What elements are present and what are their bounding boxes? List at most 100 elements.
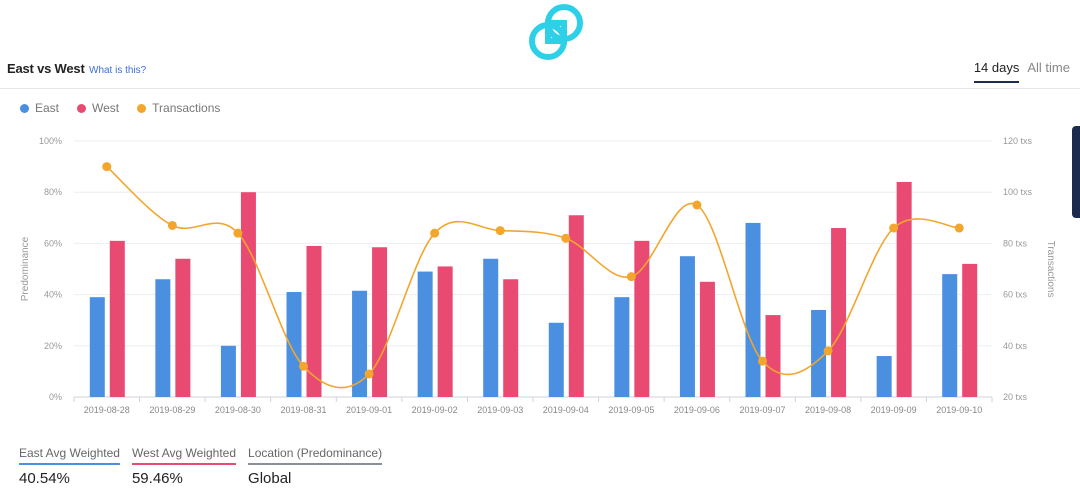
x-tick-label: 2019-09-09 <box>871 405 917 415</box>
stat-east-avg: East Avg Weighted 40.54% <box>19 446 120 487</box>
page-title: East vs West <box>7 61 85 76</box>
x-tick-label: 2019-09-01 <box>346 405 392 415</box>
chart-header: East vs West What is this? 14 days All t… <box>0 56 1080 89</box>
stat-label: East Avg Weighted <box>19 446 120 465</box>
x-tick-label: 2019-09-04 <box>543 405 589 415</box>
legend-dot-transactions <box>137 103 147 113</box>
legend-item-transactions[interactable]: Transactions <box>137 101 220 115</box>
bar-west <box>175 258 191 397</box>
predominance-chart: 0% 20% 40% 60% 80% 100% 20 txs 40 txs 60 txs 80 t… <box>20 136 1056 415</box>
transactions-point <box>692 200 702 210</box>
y-right-tick-label: 20 txs <box>1003 392 1028 402</box>
y-right-tick-label: 60 txs <box>1003 290 1028 300</box>
transactions-point <box>889 223 899 233</box>
bar-west <box>306 245 322 397</box>
bar-east <box>614 297 630 397</box>
bar-east <box>876 356 892 397</box>
y-tick-label: 20% <box>44 341 62 351</box>
bar-west <box>568 215 584 397</box>
legend-item-west[interactable]: West <box>77 101 119 115</box>
legend-dot-east <box>20 103 29 113</box>
x-tick-label: 2019-08-29 <box>149 405 195 415</box>
y-tick-label: 60% <box>44 238 62 248</box>
transactions-point <box>561 233 571 243</box>
transactions-point <box>430 228 440 238</box>
bar-east <box>286 292 302 397</box>
chart-legend: East West Transactions <box>20 101 220 115</box>
stat-value: Global <box>248 470 292 487</box>
transactions-line <box>106 166 960 389</box>
bar-west <box>109 240 125 397</box>
x-tick-label: 2019-09-02 <box>412 405 458 415</box>
bar-west <box>634 240 650 397</box>
what-is-this-link[interactable]: What is this? <box>89 65 147 76</box>
legend-label-transactions: Transactions <box>152 101 221 115</box>
legend-label-east: East <box>35 101 60 115</box>
bar-east <box>942 274 958 397</box>
x-tick-label: 2019-09-07 <box>739 405 785 415</box>
y-right-tick-label: 80 txs <box>1003 238 1028 248</box>
bar-east <box>548 322 564 397</box>
transactions-point <box>823 346 833 356</box>
bar-east <box>679 256 695 397</box>
stat-value: 59.46% <box>131 470 183 487</box>
bar-west <box>240 192 256 397</box>
legend-item-east[interactable]: East <box>20 101 59 115</box>
bar-east <box>483 258 499 397</box>
bar-east <box>417 271 433 397</box>
transactions-point <box>167 220 177 230</box>
x-tick-label: 2019-08-31 <box>280 405 326 415</box>
stat-label: Location (Predominance) <box>248 446 383 465</box>
bar-west <box>437 266 453 397</box>
transactions-point <box>758 356 767 366</box>
tab-all-time[interactable]: All time <box>1027 60 1070 75</box>
bar-west <box>699 281 715 397</box>
y-tick-label: 0% <box>49 392 62 402</box>
stat-label: West Avg Weighted <box>131 446 237 465</box>
y-tick-label: 80% <box>44 187 62 197</box>
legend-dot-west <box>77 103 87 113</box>
stat-west-avg: West Avg Weighted 59.46% <box>131 446 237 487</box>
x-tick-label: 2019-09-10 <box>936 405 982 415</box>
transactions-point <box>299 361 308 371</box>
y-tick-label: 40% <box>44 290 62 300</box>
x-tick-label: 2019-09-06 <box>674 405 720 415</box>
transactions-point <box>364 369 374 379</box>
tab-14-days[interactable]: 14 days <box>973 60 1020 83</box>
bar-west <box>765 315 781 397</box>
bar-east <box>811 309 827 397</box>
y-right-tick-label: 120 txs <box>1003 136 1033 146</box>
stat-value: 40.54% <box>19 470 70 487</box>
transactions-point <box>495 226 505 236</box>
y-axis-label: Predominance <box>20 236 31 301</box>
x-tick-label: 2019-08-30 <box>215 405 261 415</box>
y-right-tick-label: 40 txs <box>1003 341 1028 351</box>
transactions-point <box>102 162 112 172</box>
bar-east <box>745 222 761 397</box>
gemini-logo <box>529 4 583 60</box>
x-tick-label: 2019-08-28 <box>84 405 130 415</box>
x-tick-label: 2019-09-08 <box>805 405 851 415</box>
transactions-point <box>233 228 243 238</box>
stats-row: East Avg Weighted 40.54% West Avg Weight… <box>19 446 383 487</box>
time-range-tabs: 14 days All time <box>973 60 1070 83</box>
x-tick-label: 2019-09-05 <box>608 405 654 415</box>
transactions-point <box>954 223 964 233</box>
bar-east <box>155 279 171 397</box>
y-tick-label: 100% <box>39 136 62 146</box>
bar-east <box>89 297 105 397</box>
y-right-tick-label: 100 txs <box>1003 187 1033 197</box>
side-panel-handle[interactable] <box>1072 126 1080 218</box>
bar-west <box>503 279 519 397</box>
legend-label-west: West <box>92 101 120 115</box>
y-right-axis-label: Transactions <box>1045 241 1056 298</box>
transactions-point <box>626 272 636 282</box>
x-tick-label: 2019-09-03 <box>477 405 523 415</box>
bar-east <box>220 345 236 397</box>
bar-west <box>372 247 388 397</box>
bar-west <box>962 263 978 397</box>
bar-west <box>831 228 847 397</box>
bar-east <box>352 290 368 397</box>
stat-location: Location (Predominance) Global <box>248 446 383 487</box>
bar-west <box>896 181 912 397</box>
